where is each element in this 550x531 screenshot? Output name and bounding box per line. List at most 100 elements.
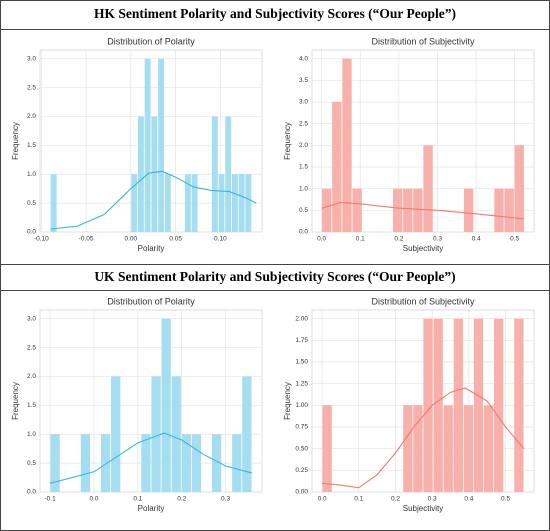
y-tick-label: 2.5 (27, 344, 36, 351)
x-tick-label: 0.5 (501, 496, 510, 503)
bar (494, 188, 504, 232)
y-tick-label: 2.0 (27, 113, 36, 120)
bar (137, 116, 144, 232)
y-axis-label: Frequency (283, 382, 292, 420)
x-tick-label: -0.1 (44, 496, 56, 503)
bar (191, 174, 198, 232)
x-tick-label: 0.5 (510, 236, 519, 243)
y-tick-label: 1.5 (27, 142, 36, 149)
y-tick-label: 1.0 (27, 171, 36, 178)
bar (463, 188, 474, 232)
y-tick-label: 0.75 (295, 424, 308, 431)
y-tick-label: 2.5 (27, 84, 36, 91)
x-tick-label: 0.0 (317, 236, 326, 243)
bar (100, 434, 111, 492)
bar (453, 318, 463, 492)
x-tick-label: 0.0 (318, 496, 327, 503)
x-tick-label: 0.1 (356, 236, 365, 243)
y-tick-label: 0.0 (299, 229, 308, 236)
bar (352, 188, 362, 232)
y-axis-label: Frequency (11, 122, 20, 160)
bar (144, 58, 151, 232)
bar (514, 318, 524, 492)
y-tick-label: 0.50 (295, 445, 308, 452)
bar (403, 405, 413, 492)
x-axis-label: Subjectivity (403, 504, 443, 513)
bar (171, 376, 181, 492)
x-tick-label: 0.2 (177, 496, 186, 503)
bar (191, 434, 202, 492)
x-tick-label: 0.3 (428, 496, 437, 503)
chart-title: Distribution of Subjectivity (371, 296, 475, 306)
bar (245, 174, 252, 232)
bar (184, 174, 191, 232)
x-axis-label: Polarity (138, 504, 165, 513)
section-title: HK Sentiment Polarity and Subjectivity S… (94, 6, 456, 21)
kde-line (50, 170, 257, 230)
y-tick-label: 1.5 (27, 402, 36, 409)
x-axis-label: Polarity (138, 244, 165, 253)
x-tick-label: 0.4 (464, 496, 473, 503)
y-tick-label: 3.0 (299, 99, 308, 106)
y-tick-label: 2.5 (299, 120, 308, 127)
kde-line (321, 201, 525, 220)
bar (111, 376, 121, 492)
y-tick-label: 0.5 (27, 200, 36, 207)
chart-title: Distribution of Polarity (107, 296, 195, 306)
chart-title: Distribution of Subjectivity (371, 36, 475, 46)
y-tick-label: 0.5 (299, 207, 308, 214)
bar (392, 188, 403, 232)
bar (413, 188, 423, 232)
bar (232, 434, 242, 492)
bar (164, 174, 171, 232)
y-tick-label: 1.50 (295, 359, 308, 366)
plot-area (39, 49, 263, 233)
bar (141, 434, 151, 492)
y-tick-label: 1.75 (295, 337, 308, 344)
x-axis-label: Subjectivity (403, 244, 443, 253)
x-tick-label: 0.1 (133, 496, 142, 503)
y-tick-label: 1.25 (295, 380, 308, 387)
bar (50, 174, 57, 232)
x-tick-label: 0.4 (472, 236, 481, 243)
bar (423, 318, 433, 492)
bar (151, 116, 158, 232)
bar (322, 188, 332, 232)
y-tick-label: 2.0 (27, 373, 36, 380)
bar (514, 145, 524, 232)
chart-title: Distribution of Polarity (107, 36, 195, 46)
x-tick-label: 0.3 (221, 496, 230, 503)
x-tick-label: -0.05 (79, 236, 94, 243)
y-tick-label: 0.00 (295, 489, 308, 496)
bar (504, 188, 514, 232)
bar (403, 188, 413, 232)
y-tick-label: 1.00 (295, 402, 308, 409)
x-tick-label: 0.0 (89, 496, 98, 503)
y-tick-label: 0.0 (27, 229, 36, 236)
y-tick-label: 1.5 (299, 164, 308, 171)
x-tick-label: 0.3 (433, 236, 442, 243)
kde-line (49, 432, 253, 484)
y-tick-label: 2.0 (299, 142, 308, 149)
x-tick-label: 0.05 (169, 236, 182, 243)
bar (494, 318, 504, 492)
bar (50, 434, 60, 492)
y-axis-label: Frequency (11, 382, 20, 420)
kde-line (322, 387, 525, 489)
x-tick-label: 0.10 (214, 236, 227, 243)
x-tick-label: 0.2 (391, 496, 400, 503)
y-tick-label: 0.5 (27, 460, 36, 467)
y-tick-label: 3.5 (299, 77, 308, 84)
bar (342, 58, 352, 232)
bar (80, 434, 91, 492)
bar (332, 102, 342, 232)
bar (242, 376, 252, 492)
y-axis-label: Frequency (283, 122, 292, 160)
bar (483, 405, 494, 492)
x-tick-label: 0.1 (354, 496, 363, 503)
x-tick-label: 0.00 (125, 236, 138, 243)
y-tick-label: 3.0 (27, 55, 36, 62)
bar (131, 174, 138, 232)
y-tick-label: 4.0 (299, 55, 308, 62)
